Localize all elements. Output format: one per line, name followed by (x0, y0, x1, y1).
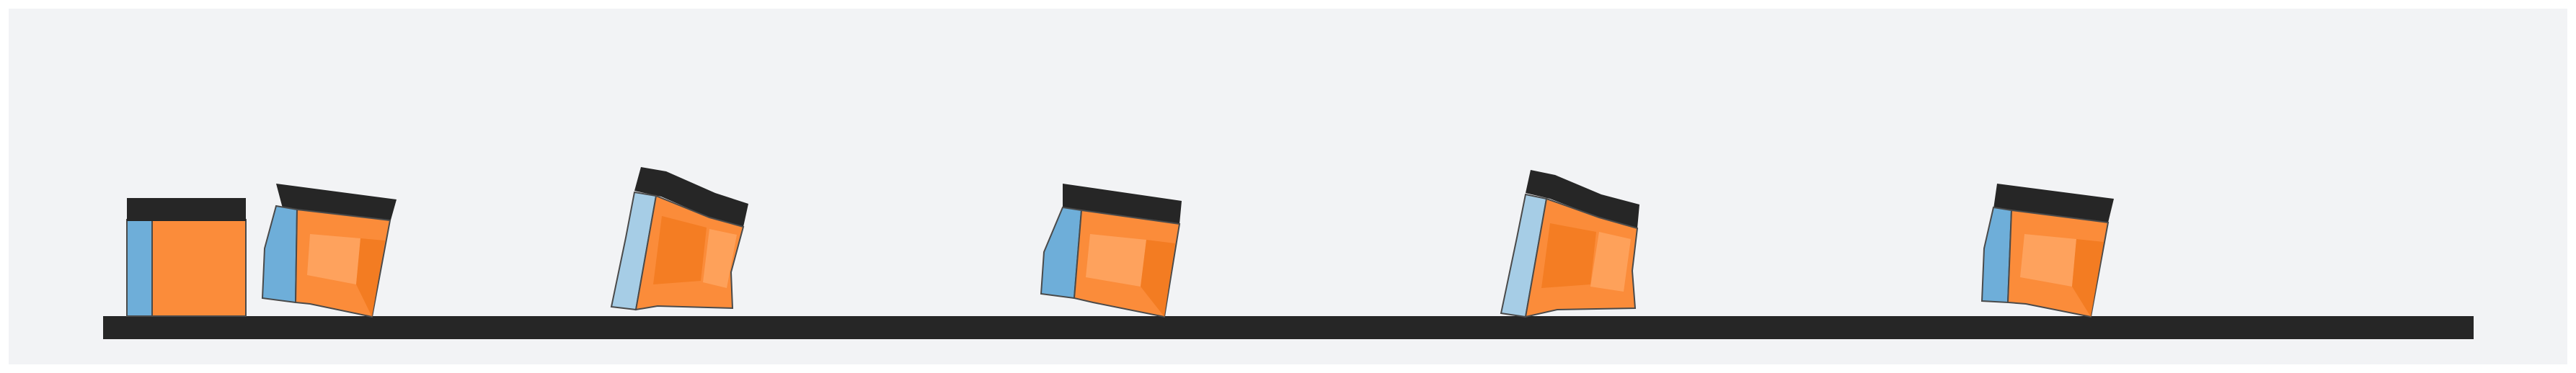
scene-panel (9, 9, 2567, 364)
top-plate (127, 198, 246, 221)
soft-body-frame-2 (610, 167, 748, 311)
soft-body-frame-4 (1500, 170, 1639, 318)
soft-body-frame-1 (261, 184, 397, 318)
soft-body-frame-5 (1980, 184, 2114, 318)
soft-body-frame-3 (1040, 184, 1182, 318)
soft-body-rest (126, 198, 247, 317)
ground-bar (103, 316, 2474, 339)
